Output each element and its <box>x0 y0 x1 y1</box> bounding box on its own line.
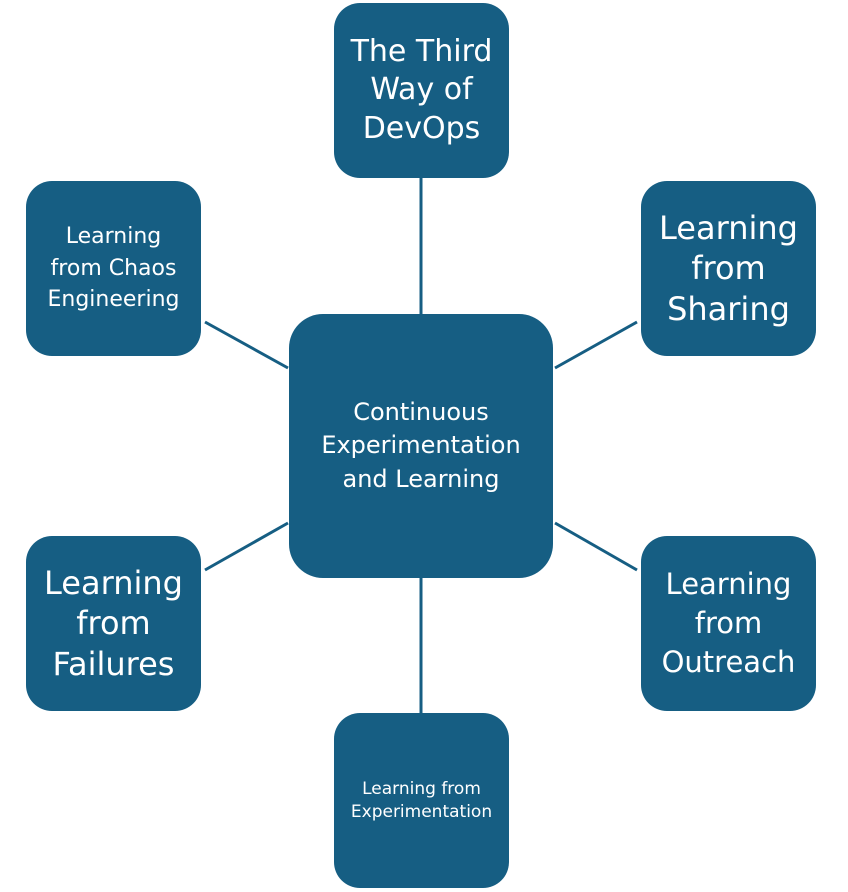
center-node: Continuous Experimentation and Learning <box>289 314 553 578</box>
node-learning-from-sharing: Learning from Sharing <box>641 181 816 356</box>
connector-bottom-right <box>554 521 638 572</box>
node-learning-from-outreach: Learning from Outreach <box>641 536 816 711</box>
connector-bottom-left <box>204 521 289 572</box>
connector-top-right <box>554 320 638 370</box>
node-learning-from-failures: Learning from Failures <box>26 536 201 711</box>
node-learning-from-experimentation: Learning from Experimentation <box>334 713 509 888</box>
node-learning-from-chaos-engineering: Learning from Chaos Engineering <box>26 181 201 356</box>
connector-top-left <box>204 320 289 370</box>
node-third-way-of-devops: The Third Way of DevOps <box>334 3 509 178</box>
